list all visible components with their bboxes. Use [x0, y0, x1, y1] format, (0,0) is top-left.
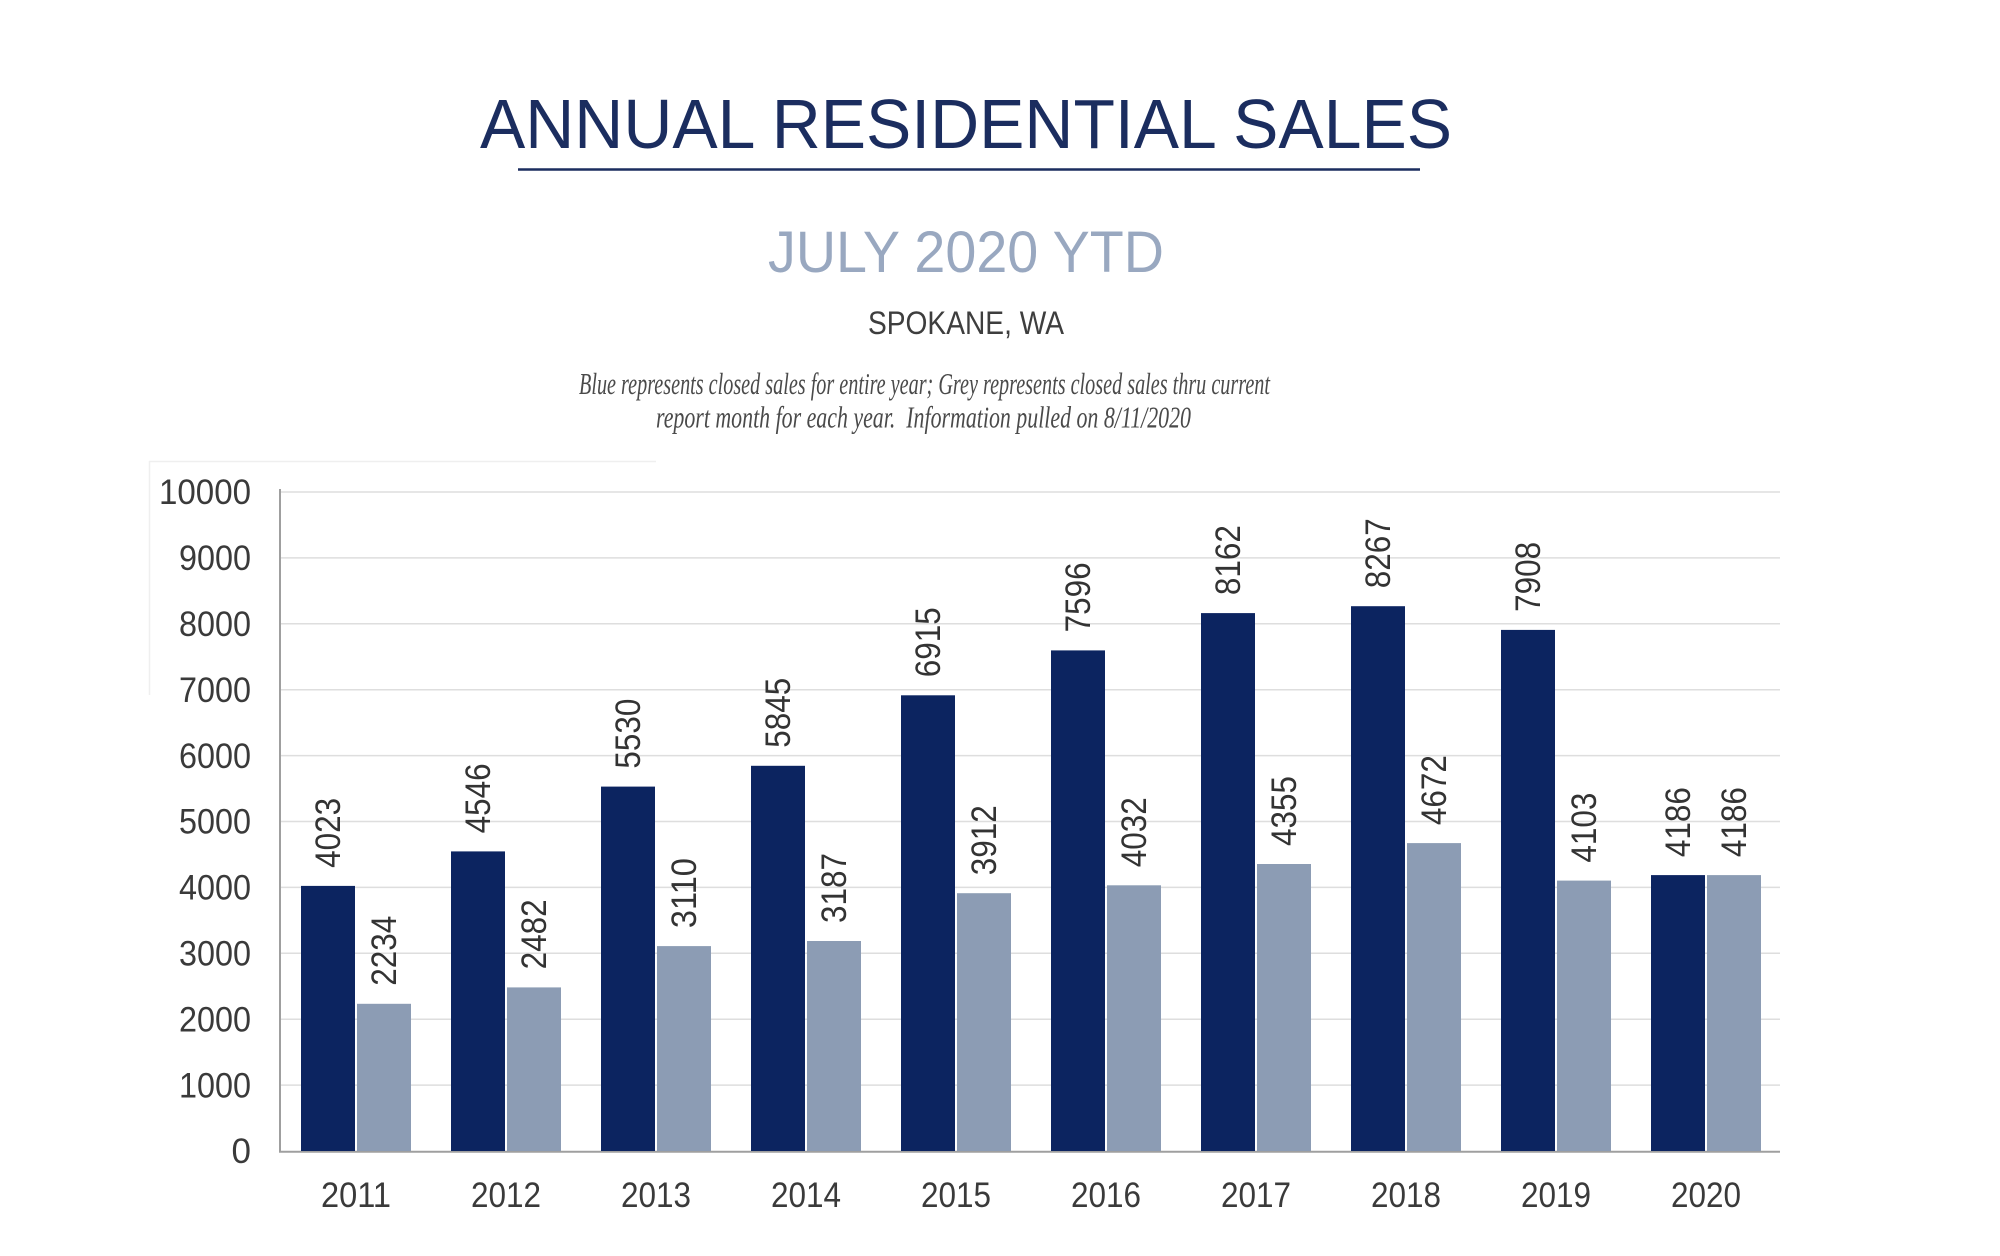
svg-text:8267: 8267 — [1359, 518, 1398, 588]
svg-text:10000: 10000 — [159, 473, 251, 512]
svg-text:4186: 4186 — [1659, 787, 1698, 857]
svg-text:4103: 4103 — [1565, 793, 1604, 863]
svg-text:2013: 2013 — [621, 1176, 691, 1215]
svg-text:3912: 3912 — [965, 805, 1004, 875]
svg-text:2018: 2018 — [1371, 1176, 1441, 1215]
svg-text:7000: 7000 — [179, 671, 251, 710]
svg-text:0: 0 — [232, 1132, 251, 1171]
svg-text:2016: 2016 — [1071, 1176, 1141, 1215]
svg-text:4546: 4546 — [459, 763, 498, 833]
svg-text:2020: 2020 — [1671, 1176, 1741, 1215]
svg-text:JULY 2020 YTD: JULY 2020 YTD — [768, 220, 1164, 285]
svg-text:2011: 2011 — [321, 1176, 391, 1215]
svg-text:6915: 6915 — [909, 607, 948, 677]
svg-text:ANNUAL RESIDENTIAL SALES: ANNUAL RESIDENTIAL SALES — [480, 85, 1452, 163]
svg-text:4032: 4032 — [1115, 797, 1154, 867]
svg-text:3187: 3187 — [815, 853, 854, 923]
svg-text:6000: 6000 — [179, 737, 251, 776]
svg-text:2017: 2017 — [1221, 1176, 1291, 1215]
svg-text:5530: 5530 — [609, 699, 648, 769]
svg-text:2234: 2234 — [365, 916, 404, 986]
svg-text:2014: 2014 — [771, 1176, 841, 1215]
svg-text:3110: 3110 — [665, 858, 704, 928]
svg-text:5845: 5845 — [759, 678, 798, 748]
svg-text:4000: 4000 — [179, 869, 251, 908]
svg-text:2015: 2015 — [921, 1176, 991, 1215]
svg-text:2019: 2019 — [1521, 1176, 1591, 1215]
svg-text:9000: 9000 — [179, 539, 251, 578]
svg-text:2000: 2000 — [179, 1000, 251, 1039]
svg-text:7596: 7596 — [1059, 562, 1098, 632]
svg-text:3000: 3000 — [179, 935, 251, 974]
svg-text:1000: 1000 — [179, 1066, 251, 1105]
svg-text:Blue represents closed sales f: Blue represents closed sales for entire … — [579, 366, 1271, 401]
svg-text:4186: 4186 — [1715, 787, 1754, 857]
svg-text:4672: 4672 — [1415, 755, 1454, 825]
svg-text:4355: 4355 — [1265, 776, 1304, 846]
svg-text:2482: 2482 — [515, 899, 554, 969]
svg-text:8000: 8000 — [179, 605, 251, 644]
svg-text:SPOKANE, WA: SPOKANE, WA — [868, 305, 1065, 341]
svg-text:report month for each year. I: report month for each year. Information … — [656, 400, 1191, 435]
svg-text:8162: 8162 — [1209, 525, 1248, 595]
svg-text:4023: 4023 — [309, 798, 348, 868]
svg-text:7908: 7908 — [1509, 542, 1548, 612]
svg-text:2012: 2012 — [471, 1176, 541, 1215]
svg-text:5000: 5000 — [179, 803, 251, 842]
